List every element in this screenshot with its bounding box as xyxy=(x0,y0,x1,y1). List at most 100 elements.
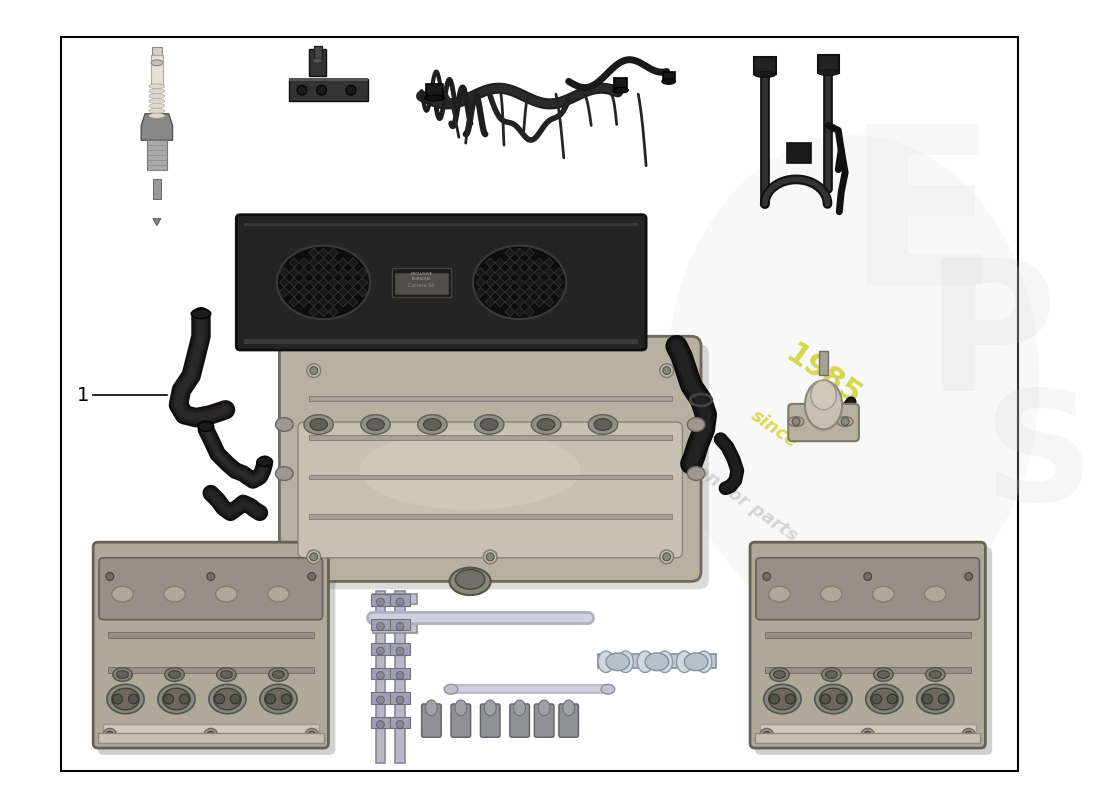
Circle shape xyxy=(317,86,327,95)
Bar xyxy=(339,258,348,267)
Bar xyxy=(371,717,390,729)
Ellipse shape xyxy=(916,684,954,714)
Bar xyxy=(244,339,638,344)
Ellipse shape xyxy=(425,95,444,101)
Bar xyxy=(426,84,443,96)
Ellipse shape xyxy=(606,653,629,670)
Ellipse shape xyxy=(455,700,466,716)
Bar xyxy=(348,287,358,297)
Circle shape xyxy=(938,694,948,704)
Bar xyxy=(764,632,970,638)
Text: 1985: 1985 xyxy=(780,339,867,412)
Ellipse shape xyxy=(769,586,790,602)
Circle shape xyxy=(113,694,122,704)
Circle shape xyxy=(106,573,113,581)
FancyBboxPatch shape xyxy=(451,704,471,738)
Circle shape xyxy=(207,573,215,581)
Circle shape xyxy=(785,694,795,704)
Circle shape xyxy=(864,573,871,581)
Bar xyxy=(554,268,563,278)
Bar xyxy=(309,268,319,278)
Bar xyxy=(525,278,535,287)
Bar xyxy=(329,268,338,278)
Ellipse shape xyxy=(588,414,618,434)
Bar xyxy=(319,297,329,307)
Bar xyxy=(764,666,970,673)
Circle shape xyxy=(663,553,671,561)
Bar xyxy=(395,591,405,762)
Bar xyxy=(515,258,525,267)
Circle shape xyxy=(129,694,139,704)
Bar xyxy=(485,258,495,267)
Bar xyxy=(375,591,385,762)
Ellipse shape xyxy=(148,103,165,108)
Bar xyxy=(309,396,672,401)
FancyBboxPatch shape xyxy=(421,704,441,738)
Bar xyxy=(760,723,976,741)
Bar xyxy=(151,55,163,84)
FancyBboxPatch shape xyxy=(535,704,554,738)
Bar xyxy=(554,278,563,287)
Bar xyxy=(764,598,970,604)
Ellipse shape xyxy=(481,418,498,430)
Ellipse shape xyxy=(216,586,238,602)
Ellipse shape xyxy=(537,418,554,430)
Ellipse shape xyxy=(163,688,190,710)
Circle shape xyxy=(762,731,771,739)
Bar xyxy=(309,435,672,440)
Ellipse shape xyxy=(870,688,898,710)
Ellipse shape xyxy=(618,651,634,673)
Ellipse shape xyxy=(267,586,289,602)
Bar xyxy=(309,248,319,258)
Ellipse shape xyxy=(657,651,672,673)
Circle shape xyxy=(204,570,218,583)
Ellipse shape xyxy=(676,651,692,673)
Bar xyxy=(505,307,515,317)
Ellipse shape xyxy=(361,414,390,434)
Ellipse shape xyxy=(514,700,526,716)
Bar xyxy=(515,297,525,307)
Bar xyxy=(525,297,535,307)
Ellipse shape xyxy=(217,668,236,682)
Bar xyxy=(495,258,505,267)
Ellipse shape xyxy=(455,570,485,590)
Bar xyxy=(244,222,638,226)
Ellipse shape xyxy=(107,684,144,714)
Circle shape xyxy=(376,721,384,729)
Ellipse shape xyxy=(366,418,384,430)
Circle shape xyxy=(396,696,404,704)
Ellipse shape xyxy=(484,700,496,716)
Bar xyxy=(544,258,554,267)
Ellipse shape xyxy=(684,653,708,670)
Ellipse shape xyxy=(866,684,903,714)
Circle shape xyxy=(871,694,881,704)
Ellipse shape xyxy=(473,246,566,319)
Bar xyxy=(289,258,299,267)
Ellipse shape xyxy=(312,58,322,63)
Bar xyxy=(319,278,329,287)
Ellipse shape xyxy=(878,670,889,678)
Bar xyxy=(309,287,319,297)
Circle shape xyxy=(961,729,976,742)
Circle shape xyxy=(663,366,671,374)
Bar xyxy=(329,297,338,307)
Ellipse shape xyxy=(424,418,441,430)
Bar xyxy=(788,143,811,162)
Bar xyxy=(485,278,495,287)
Bar xyxy=(395,273,448,294)
Circle shape xyxy=(179,694,189,704)
FancyBboxPatch shape xyxy=(559,704,579,738)
Ellipse shape xyxy=(257,457,273,466)
Bar xyxy=(525,248,535,258)
Bar xyxy=(348,268,358,278)
Bar xyxy=(525,287,535,297)
Circle shape xyxy=(965,731,972,739)
FancyBboxPatch shape xyxy=(94,542,329,748)
Circle shape xyxy=(308,731,316,739)
Circle shape xyxy=(103,729,117,742)
Circle shape xyxy=(282,694,292,704)
Bar xyxy=(309,514,672,518)
FancyBboxPatch shape xyxy=(98,547,336,755)
Bar xyxy=(390,643,410,655)
Bar xyxy=(495,297,505,307)
